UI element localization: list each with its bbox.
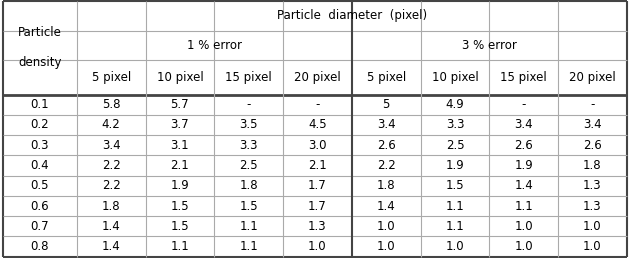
Text: 1.1: 1.1 — [239, 220, 258, 233]
Text: 3.0: 3.0 — [308, 139, 327, 152]
Text: 1.1: 1.1 — [171, 240, 189, 253]
Text: 1.5: 1.5 — [239, 199, 258, 213]
Text: -: - — [590, 98, 595, 111]
Text: -: - — [246, 98, 251, 111]
Text: 1.5: 1.5 — [171, 199, 189, 213]
Text: 2.5: 2.5 — [445, 139, 464, 152]
Text: 2.6: 2.6 — [377, 139, 396, 152]
Text: 10 pixel: 10 pixel — [432, 71, 478, 84]
Text: 3.3: 3.3 — [445, 118, 464, 131]
Text: 3.4: 3.4 — [514, 118, 533, 131]
Text: 1.1: 1.1 — [239, 240, 258, 253]
Text: 3.7: 3.7 — [171, 118, 189, 131]
Text: 2.2: 2.2 — [102, 179, 120, 192]
Text: Particle

density: Particle density — [18, 26, 62, 69]
Text: 5: 5 — [382, 98, 390, 111]
Text: 1.7: 1.7 — [308, 179, 327, 192]
Text: 0.2: 0.2 — [31, 118, 49, 131]
Text: 3.5: 3.5 — [239, 118, 258, 131]
Text: 1.5: 1.5 — [171, 220, 189, 233]
Text: 15 pixel: 15 pixel — [226, 71, 272, 84]
Text: 5.8: 5.8 — [102, 98, 120, 111]
Text: 2.6: 2.6 — [583, 139, 602, 152]
Text: 5 pixel: 5 pixel — [91, 71, 131, 84]
Text: 1.0: 1.0 — [445, 240, 464, 253]
Text: 2.2: 2.2 — [377, 159, 396, 172]
Text: 1.0: 1.0 — [377, 240, 396, 253]
Text: 1.8: 1.8 — [102, 199, 120, 213]
Text: 4.2: 4.2 — [102, 118, 120, 131]
Text: 2.6: 2.6 — [514, 139, 533, 152]
Text: 1.0: 1.0 — [308, 240, 327, 253]
Text: 2.1: 2.1 — [171, 159, 189, 172]
Text: 1.4: 1.4 — [514, 179, 533, 192]
Text: 0.4: 0.4 — [31, 159, 49, 172]
Text: 0.1: 0.1 — [31, 98, 49, 111]
Text: 3.1: 3.1 — [171, 139, 189, 152]
Text: 0.8: 0.8 — [31, 240, 49, 253]
Text: 10 pixel: 10 pixel — [156, 71, 203, 84]
Text: 1.4: 1.4 — [377, 199, 396, 213]
Text: 0.7: 0.7 — [31, 220, 49, 233]
Text: 1.1: 1.1 — [445, 220, 464, 233]
Text: 1.3: 1.3 — [308, 220, 327, 233]
Text: 1.0: 1.0 — [583, 220, 602, 233]
Text: 5 pixel: 5 pixel — [367, 71, 406, 84]
Text: 1.8: 1.8 — [239, 179, 258, 192]
Text: 1.3: 1.3 — [583, 179, 602, 192]
Text: 1.4: 1.4 — [102, 220, 120, 233]
Text: 20 pixel: 20 pixel — [294, 71, 341, 84]
Text: 1.8: 1.8 — [583, 159, 602, 172]
Text: 3 % error: 3 % error — [462, 39, 517, 52]
Text: 0.6: 0.6 — [31, 199, 49, 213]
Text: 1.9: 1.9 — [514, 159, 533, 172]
Text: 1.7: 1.7 — [308, 199, 327, 213]
Text: 3.4: 3.4 — [377, 118, 396, 131]
Text: 1.4: 1.4 — [102, 240, 120, 253]
Text: 2.1: 2.1 — [308, 159, 327, 172]
Text: 1.1: 1.1 — [514, 199, 533, 213]
Text: 1.9: 1.9 — [171, 179, 189, 192]
Text: 2.2: 2.2 — [102, 159, 120, 172]
Text: Particle  diameter  (pixel): Particle diameter (pixel) — [277, 10, 427, 22]
Text: 0.3: 0.3 — [31, 139, 49, 152]
Text: 20 pixel: 20 pixel — [569, 71, 616, 84]
Text: 0.5: 0.5 — [31, 179, 49, 192]
Text: 1.0: 1.0 — [377, 220, 396, 233]
Text: -: - — [315, 98, 319, 111]
Text: 1.0: 1.0 — [583, 240, 602, 253]
Text: 3.3: 3.3 — [239, 139, 258, 152]
Text: 3.4: 3.4 — [583, 118, 602, 131]
Text: 1.5: 1.5 — [445, 179, 464, 192]
Text: 1.0: 1.0 — [514, 220, 533, 233]
Text: 1.1: 1.1 — [445, 199, 464, 213]
Text: 15 pixel: 15 pixel — [500, 71, 547, 84]
Text: -: - — [522, 98, 526, 111]
Text: 1 % error: 1 % error — [186, 39, 242, 52]
Text: 1.8: 1.8 — [377, 179, 396, 192]
Text: 2.5: 2.5 — [239, 159, 258, 172]
Text: 1.3: 1.3 — [583, 199, 602, 213]
Text: 1.9: 1.9 — [445, 159, 464, 172]
Text: 3.4: 3.4 — [102, 139, 120, 152]
Text: 4.9: 4.9 — [445, 98, 464, 111]
Text: 5.7: 5.7 — [171, 98, 189, 111]
Text: 1.0: 1.0 — [514, 240, 533, 253]
Text: 4.5: 4.5 — [308, 118, 327, 131]
